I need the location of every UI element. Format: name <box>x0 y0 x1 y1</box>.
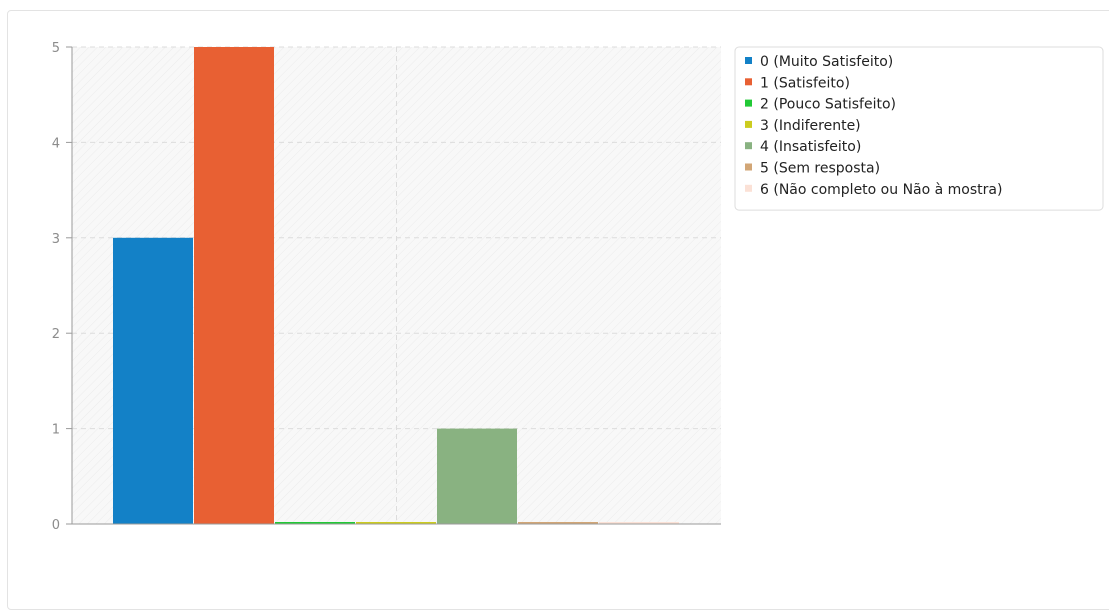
bar-chart: 0 1 2 3 4 5 0 (Muito Satisfeito) 1 (Satisfeito… <box>52 41 1104 533</box>
y-tick-label: 5 <box>52 41 60 56</box>
legend-swatch-1 <box>745 78 752 86</box>
y-tick-label: 2 <box>52 327 60 342</box>
bar-0[interactable] <box>113 237 193 525</box>
legend-swatch-4 <box>745 142 752 150</box>
bar-4[interactable] <box>437 428 517 524</box>
y-tick-label: 3 <box>52 232 60 247</box>
bar-3[interactable] <box>356 522 436 524</box>
legend-label-6[interactable]: 6 (Não completo ou Não à mostra) <box>760 182 1002 198</box>
legend-swatch-2 <box>745 99 752 107</box>
y-tick-label: 0 <box>52 518 60 533</box>
axes: 0 1 2 3 4 5 <box>52 41 721 533</box>
y-tick-label: 4 <box>52 136 60 151</box>
legend-swatch-5 <box>745 163 752 171</box>
bar-2[interactable] <box>275 522 355 524</box>
legend-label-2[interactable]: 2 (Pouco Satisfeito) <box>760 97 896 113</box>
legend[interactable]: 0 (Muito Satisfeito) 1 (Satisfeito) 2 (Pou… <box>734 46 1104 211</box>
legend-label-4[interactable]: 4 (Insatisfeito) <box>760 139 861 155</box>
grid <box>72 46 721 524</box>
legend-swatch-0 <box>745 57 752 64</box>
legend-label-0[interactable]: 0 (Muito Satisfeito) <box>760 54 893 70</box>
bar-1[interactable] <box>194 47 274 524</box>
y-tick-label: 1 <box>52 423 60 438</box>
bar-6[interactable] <box>599 522 679 524</box>
legend-swatch-3 <box>745 120 752 128</box>
bar-5[interactable] <box>518 522 598 524</box>
legend-box <box>734 46 1104 211</box>
legend-label-1[interactable]: 1 (Satisfeito) <box>760 75 850 91</box>
legend-label-3[interactable]: 3 (Indiferente) <box>760 118 861 134</box>
legend-swatch-6 <box>745 184 752 192</box>
legend-label-5[interactable]: 5 (Sem resposta) <box>760 161 880 177</box>
bars <box>113 47 679 525</box>
